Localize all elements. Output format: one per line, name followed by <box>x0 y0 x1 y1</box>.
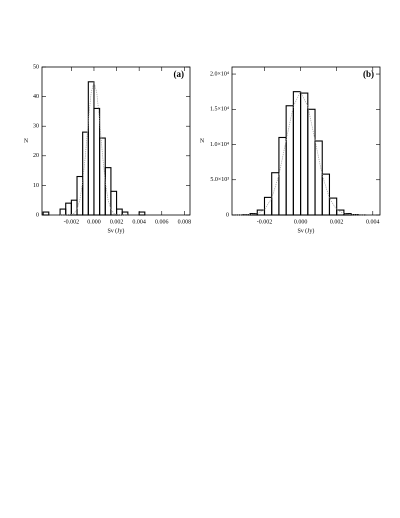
histogram-bar <box>314 140 323 216</box>
histogram-bar <box>99 137 106 216</box>
y-tick-label: 5.0×10³ <box>210 177 229 183</box>
histogram-bar <box>110 190 118 216</box>
y-axis-label: N <box>200 138 205 144</box>
histogram-bar <box>87 81 95 216</box>
y-tick-label: 20 <box>33 153 39 159</box>
fit-curve <box>60 81 128 216</box>
y-tick-label: 2.0×10⁴ <box>210 71 229 77</box>
x-tick-label: -0.002 <box>64 219 80 225</box>
histogram-bar <box>76 175 84 216</box>
y-tick-label: 1.0×10⁴ <box>210 142 229 148</box>
x-tick-label: 0.000 <box>87 219 101 225</box>
histogram-bar <box>271 172 280 216</box>
y-tick-label: 30 <box>33 124 39 130</box>
plot-frame <box>41 66 191 216</box>
histogram-bar <box>121 211 129 216</box>
annotation: (b) <box>363 69 374 79</box>
y-tick-label: 50 <box>33 64 39 70</box>
y-tick-label: 10 <box>33 183 39 189</box>
histogram-bar <box>116 208 123 216</box>
histogram-bar <box>42 211 50 216</box>
y-tick-label: 40 <box>33 94 39 100</box>
histogram-bar <box>138 211 146 216</box>
y-tick-label: 1.5×10⁴ <box>210 107 229 113</box>
histogram-bar <box>328 197 338 216</box>
x-axis-label: Sν (Jy) <box>298 227 315 234</box>
histogram-bar <box>292 91 302 216</box>
histogram-bar <box>263 196 273 216</box>
x-tick-label: 0.000 <box>294 219 308 225</box>
x-tick-label: 0.002 <box>110 219 124 225</box>
annotation: (a) <box>174 69 185 79</box>
histogram-bar <box>307 108 316 216</box>
x-tick-label: 0.002 <box>330 219 344 225</box>
plot-frame <box>231 66 381 216</box>
histogram-bar <box>104 167 112 216</box>
histogram-bar <box>256 209 266 216</box>
histogram-bar <box>70 199 78 216</box>
histogram-bar <box>59 208 67 216</box>
histogram-bar <box>65 202 72 216</box>
x-tick-label: -0.002 <box>257 219 273 225</box>
y-tick-label: 0 <box>226 212 229 218</box>
x-axis-label: Sν (Jy) <box>108 227 125 234</box>
histogram-bar <box>336 209 345 216</box>
x-tick-label: 0.004 <box>366 219 380 225</box>
fit-curve <box>235 90 366 216</box>
x-tick-label: 0.004 <box>132 219 146 225</box>
y-tick-label: 0 <box>36 212 39 218</box>
histogram-bar <box>278 136 287 216</box>
histogram-bar <box>93 107 101 216</box>
y-axis-label: N <box>24 138 29 144</box>
histogram-bar <box>321 173 331 216</box>
x-tick-label: 0.008 <box>178 219 192 225</box>
histogram-bar <box>300 92 309 216</box>
x-tick-label: 0.006 <box>155 219 169 225</box>
